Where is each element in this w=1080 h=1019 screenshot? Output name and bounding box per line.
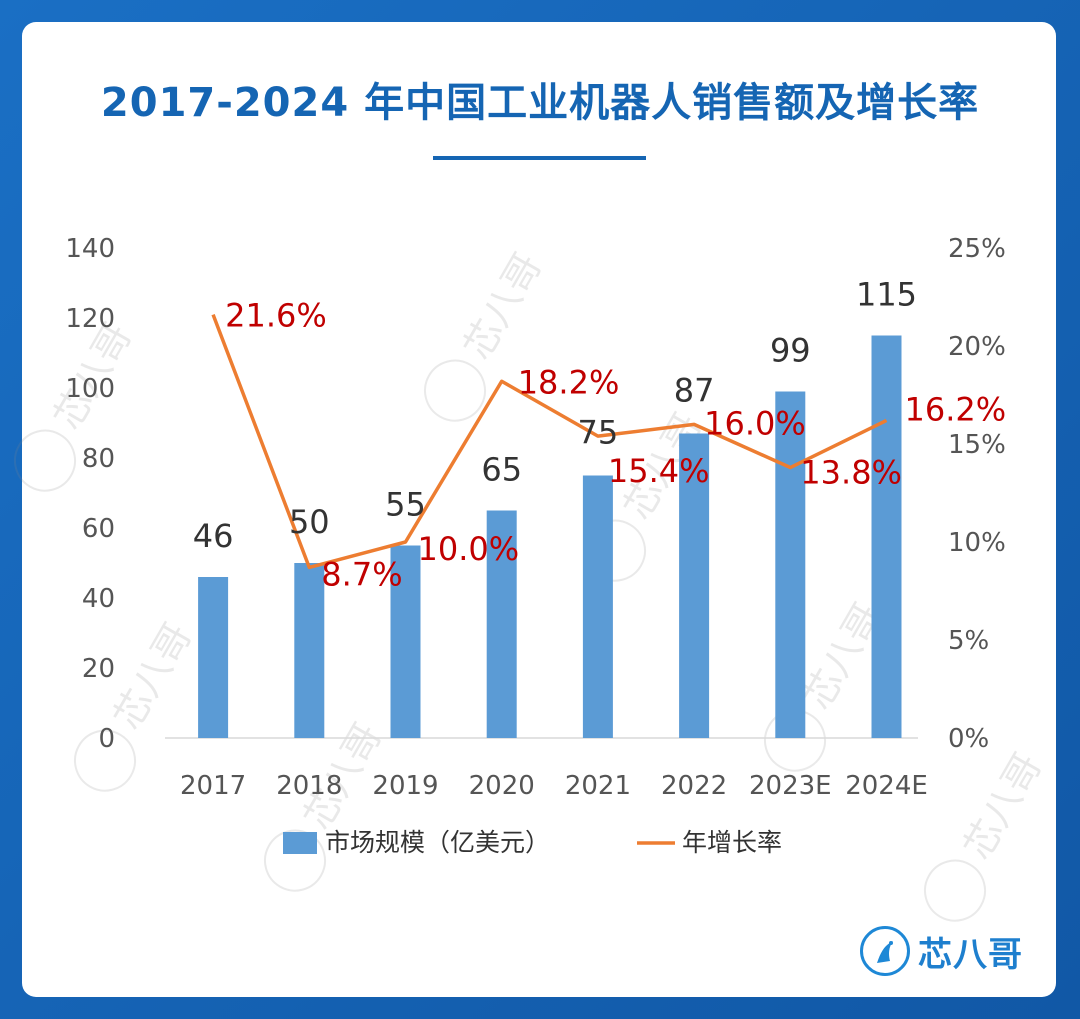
growth-rate-line <box>211 314 888 570</box>
y-left-tick-label: 120 <box>65 304 115 334</box>
bar-value-label: 75 <box>578 414 619 452</box>
rate-value-label: 8.7% <box>321 555 402 593</box>
bar-value-label: 87 <box>674 372 715 410</box>
y-left-tick-label: 140 <box>65 234 115 264</box>
watermark: 芯八哥 <box>14 316 140 492</box>
bar <box>679 433 710 738</box>
rate-value-label: 16.2% <box>905 390 1007 428</box>
line-series <box>211 314 888 570</box>
y-right-tick-label: 20% <box>948 332 1006 362</box>
chart-legend: 市场规模（亿美元） 年增长率 <box>283 828 782 857</box>
legend-bar-swatch <box>283 832 317 854</box>
bird-logo-icon <box>860 926 910 976</box>
y-left-tick-label: 40 <box>82 584 115 614</box>
y-right-tick-label: 0% <box>948 724 989 754</box>
y-right-tick-label: 10% <box>948 528 1006 558</box>
bar <box>871 335 902 738</box>
y-left-tick-label: 60 <box>82 514 115 544</box>
y-left-tick-label: 20 <box>82 654 115 684</box>
bar-value-label: 99 <box>770 332 811 370</box>
rate-data-labels: 21.6% 8.7% 10.0% 18.2% 15.4% 16.0% 13.8%16.2% <box>225 297 1006 594</box>
bar-value-label: 65 <box>481 451 522 489</box>
watermark-text: 芯八哥 <box>955 746 1050 867</box>
y-left-tick-label: 0 <box>98 724 115 754</box>
rate-value-label: 21.6% <box>225 297 327 335</box>
legend-line-label: 年增长率 <box>682 828 782 857</box>
brand-logo: 芯八哥 <box>860 925 1023 977</box>
x-tick-label: 2021 <box>565 771 631 801</box>
bar <box>486 510 517 738</box>
bar-series <box>198 335 902 738</box>
x-tick-label: 2022 <box>661 771 727 801</box>
watermark-text: 芯八哥 <box>455 246 550 367</box>
bar-value-label: 55 <box>385 486 426 524</box>
bar <box>390 545 421 738</box>
bar-value-label: 115 <box>856 276 917 314</box>
x-tick-label: 2019 <box>372 771 438 801</box>
bar-value-label: 50 <box>289 503 330 541</box>
bar-data-labels: 46 50 55 65 75 87 99 115 <box>193 276 917 556</box>
bar <box>198 577 229 738</box>
rate-value-label: 16.0% <box>704 404 806 442</box>
y-right-tick-label: 5% <box>948 626 989 656</box>
x-tick-label: 2024E <box>845 771 928 801</box>
title-underline <box>433 156 646 160</box>
x-tick-label: 2020 <box>469 771 535 801</box>
brand-name: 芯八哥 <box>918 934 1023 975</box>
watermark: 芯八哥 <box>424 246 550 422</box>
watermark-text: 芯八哥 <box>105 616 200 737</box>
right-axis: 0% 5% 10% 15% 20% 25% <box>948 234 1006 754</box>
watermark: 芯八哥 <box>264 716 390 892</box>
bar-value-label: 46 <box>193 517 234 555</box>
y-right-tick-label: 15% <box>948 430 1006 460</box>
x-axis: 2017 2018 2019 2020 2021 2022 2023E 2024E <box>180 771 928 801</box>
y-left-tick-label: 80 <box>82 444 115 474</box>
y-left-tick-label: 100 <box>65 374 115 404</box>
rate-value-label: 18.2% <box>518 363 620 401</box>
left-axis: 0 20 40 60 80 100 120 140 <box>65 234 115 754</box>
x-tick-label: 2018 <box>276 771 342 801</box>
watermark: 芯八哥 <box>924 746 1050 922</box>
legend-bar-label: 市场规模（亿美元） <box>325 828 550 857</box>
rate-value-label: 15.4% <box>608 452 710 490</box>
bar <box>775 391 806 738</box>
bar <box>582 475 613 738</box>
x-tick-label: 2017 <box>180 771 246 801</box>
x-tick-label: 2023E <box>749 771 832 801</box>
y-right-tick-label: 25% <box>948 234 1006 264</box>
rate-value-label: 13.8% <box>800 454 902 492</box>
rate-value-label: 10.0% <box>418 530 520 568</box>
bar <box>294 563 325 738</box>
chart-title: 2017-2024 年中国工业机器人销售额及增长率 <box>100 80 980 126</box>
